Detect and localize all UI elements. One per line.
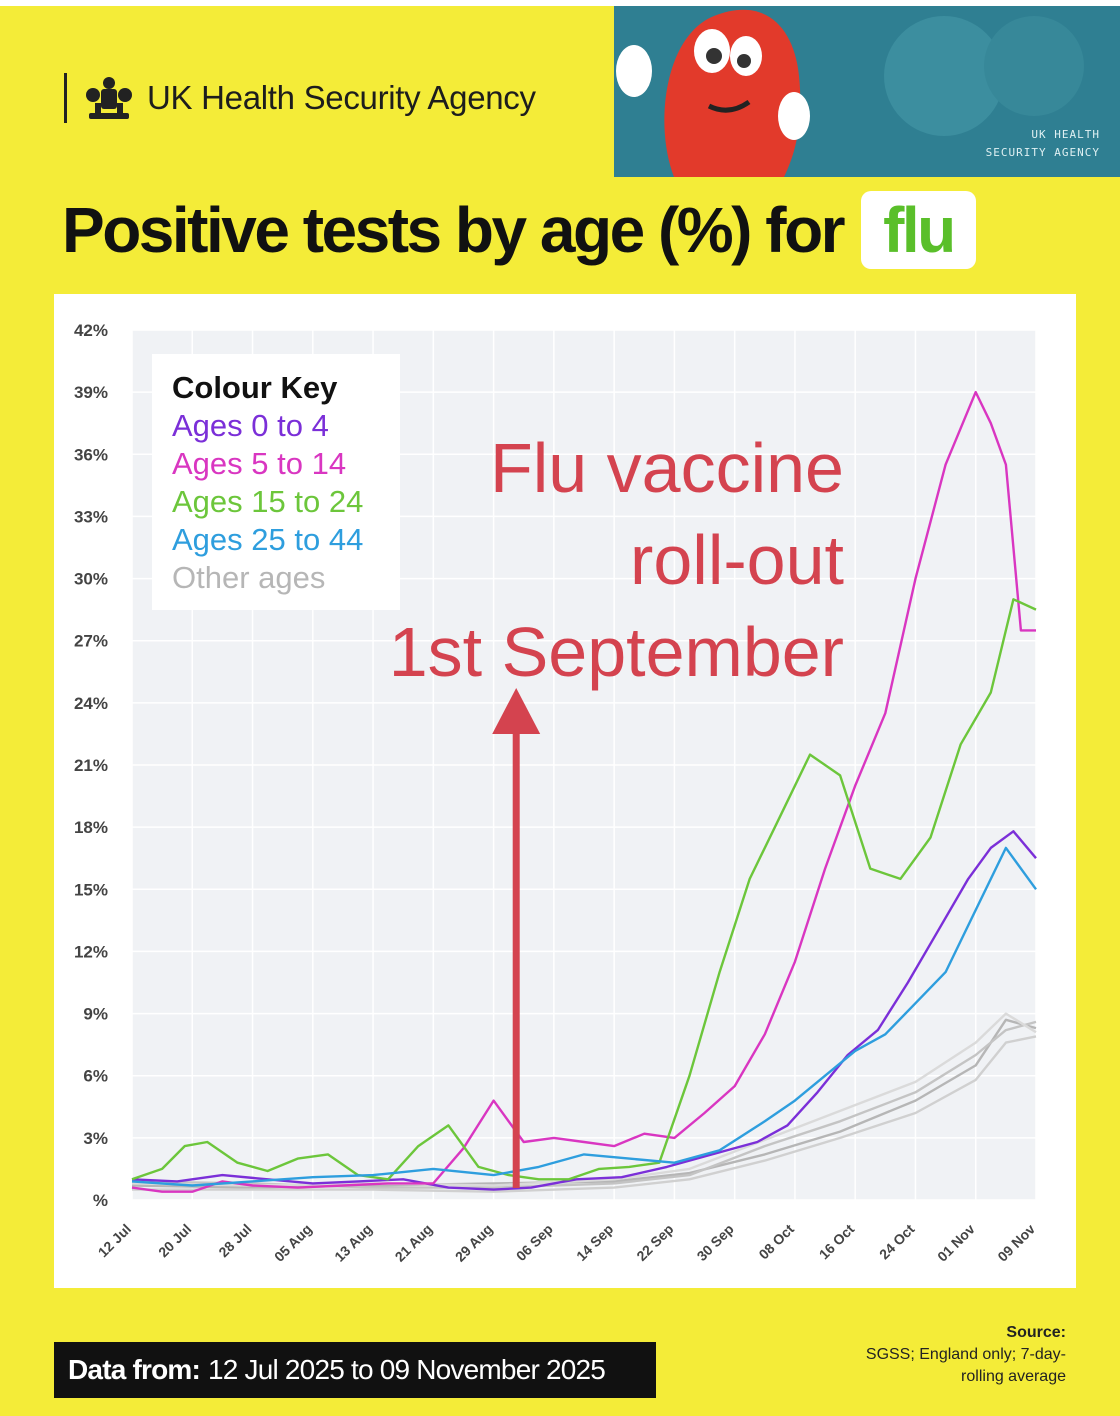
x-tick-label: 29 Aug	[452, 1221, 496, 1265]
x-tick-label: 05 Aug	[271, 1221, 315, 1265]
series-line-ages-5-to-14	[131, 390, 1036, 1193]
y-tick-label: 36%	[74, 445, 108, 464]
legend-item-other-ages: Other ages	[172, 560, 326, 595]
title-highlight: flu	[861, 191, 976, 269]
y-tick-label: 9%	[83, 1005, 108, 1024]
x-tick-label: 09 Nov	[994, 1221, 1038, 1265]
y-tick-label: 6%	[83, 1067, 108, 1086]
royal-crest-icon	[86, 77, 132, 119]
annotation-line-1: Flu vaccine	[489, 429, 844, 507]
header-divider	[64, 73, 67, 123]
x-tick-label: 01 Nov	[934, 1221, 978, 1265]
y-tick-label: 27%	[74, 632, 108, 651]
legend-item-ages-25-44: Ages 25 to 44	[172, 522, 364, 557]
annotation-arrow-head	[492, 688, 541, 734]
source-line-1: SGSS; England only; 7-day-	[865, 1346, 1066, 1363]
y-tick-label: 21%	[74, 756, 108, 775]
agency-name: UK Health Security Agency	[147, 79, 536, 116]
x-tick-label: 30 Sep	[694, 1221, 737, 1264]
page-title: Positive tests by age (%) for flu	[62, 190, 976, 270]
series-line-other-ages	[131, 1020, 1037, 1189]
y-tick-label: 39%	[74, 383, 108, 402]
x-tick-label: 13 Aug	[331, 1221, 375, 1265]
x-tick-label: 08 Oct	[755, 1221, 797, 1263]
legend-item-ages-15-24: Ages 15 to 24	[172, 484, 364, 519]
banner-agency-text: UK HEALTH SECURITY AGENCY	[985, 128, 1100, 159]
source-line-2: rolling average	[961, 1368, 1066, 1385]
x-tick-label: 20 Jul	[155, 1221, 194, 1260]
top-border	[0, 0, 1120, 6]
y-tick-label: 33%	[74, 507, 108, 526]
y-tick-label: 18%	[74, 818, 108, 837]
data-from-label: Data from:	[68, 1354, 201, 1385]
x-tick-label: 06 Sep	[513, 1221, 556, 1264]
x-tick-label: 21 Aug	[392, 1221, 436, 1265]
title-text: Positive tests by age (%) for	[62, 194, 846, 266]
x-tick-label: 16 Oct	[816, 1221, 858, 1263]
y-tick-label: 24%	[74, 694, 108, 713]
y-tick-label: %	[93, 1191, 108, 1210]
x-tick-label: 28 Jul	[215, 1221, 254, 1260]
source-label: Source:	[1006, 1324, 1066, 1341]
series-line-other-ages	[132, 1035, 1037, 1193]
annotation-line-2: roll-out	[630, 521, 844, 599]
source-note: Source: SGSS; England only; 7-day- rolli…	[806, 1322, 1066, 1388]
y-tick-label: 42%	[74, 321, 108, 340]
x-tick-label: 12 Jul	[95, 1221, 134, 1260]
series-line-ages-25-to-44	[131, 846, 1037, 1187]
series-line-ages-0-to-4	[131, 830, 1037, 1191]
x-tick-label: 14 Sep	[573, 1221, 616, 1264]
chart-card: % 3% 6% 9% 12% 15% 18% 21% 24% 27% 30% 33% 36% 39% 42%…	[54, 294, 1076, 1288]
campaign-banner: UK HEALTH SECURITY AGENCY	[614, 6, 1120, 177]
legend-item-ages-0-4: Ages 0 to 4	[172, 408, 329, 443]
series-line-other-ages	[131, 1012, 1037, 1187]
colour-key: Colour Key Ages 0 to 4 Ages 5 to 14 Ages…	[152, 354, 400, 610]
x-tick-label: 24 Oct	[876, 1221, 918, 1263]
y-tick-label: 3%	[83, 1129, 108, 1148]
annotation-line-3: 1st September	[388, 613, 844, 691]
y-tick-label: 30%	[74, 570, 108, 589]
y-tick-label: 12%	[74, 942, 108, 961]
agency-header: UK Health Security Agency	[64, 72, 536, 124]
series-line-ages-15-to-24	[131, 598, 1037, 1181]
data-range-box: Data from: 12 Jul 2025 to 09 November 20…	[54, 1342, 656, 1398]
y-tick-label: 15%	[74, 880, 108, 899]
legend-item-ages-5-14: Ages 5 to 14	[172, 446, 347, 481]
flu-mascot-image	[614, 6, 1120, 177]
data-from-value: 12 Jul 2025 to 09 November 2025	[208, 1354, 606, 1385]
legend-title: Colour Key	[172, 370, 338, 405]
x-tick-label: 22 Sep	[633, 1221, 676, 1264]
